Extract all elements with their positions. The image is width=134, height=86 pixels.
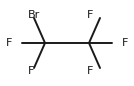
Text: F: F xyxy=(28,66,34,76)
Text: F: F xyxy=(6,38,12,48)
Text: F: F xyxy=(87,66,93,76)
Text: F: F xyxy=(122,38,128,48)
Text: F: F xyxy=(87,10,93,20)
Text: Br: Br xyxy=(28,10,40,20)
